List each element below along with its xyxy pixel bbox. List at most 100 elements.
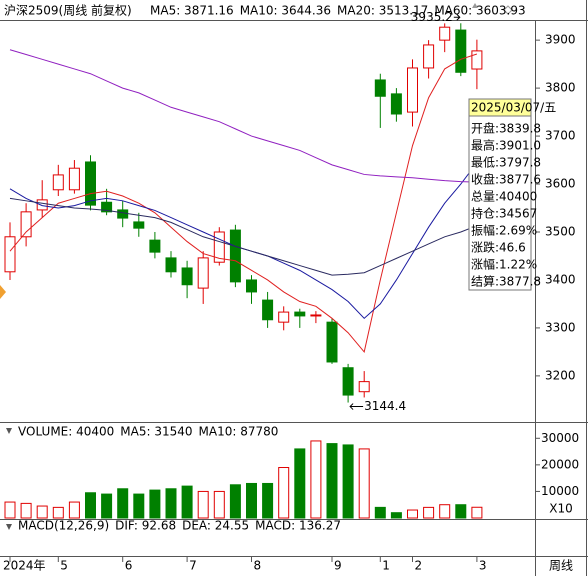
volume-bar: [471, 506, 483, 519]
info-box-row: 最低:3797.8: [471, 156, 541, 170]
volume-bar: [52, 506, 64, 519]
y-tick-label: 3700: [545, 129, 576, 143]
legend-entry: MA5: 31540: [120, 425, 192, 439]
volume-bar: [229, 484, 241, 519]
candle-body: [213, 231, 225, 263]
annotation: 3144.4: [364, 399, 406, 413]
y-tick-label: 3800: [545, 81, 576, 95]
volume-bar: [455, 504, 467, 519]
x-tick-label: 6: [125, 559, 133, 573]
candle-body: [117, 209, 129, 219]
volume-bar: [197, 490, 209, 519]
volume-bar: [36, 505, 48, 519]
legend-entry: MACD: 136.27: [255, 519, 341, 533]
x-tick-label: 2024年: [3, 559, 46, 573]
candle-body: [52, 174, 64, 191]
candle-body: [4, 236, 16, 273]
volume-bar: [133, 493, 145, 519]
info-box-row: 最高:3901.0: [471, 138, 541, 153]
y-tick-label: 20000: [541, 457, 579, 471]
legend-entry: DIF: 92.68: [115, 519, 176, 533]
volume-bar: [181, 485, 193, 519]
legend-entry: VOLUME: 40400: [18, 425, 114, 439]
candle-body: [246, 279, 257, 293]
volume-bar: [213, 490, 225, 519]
info-box-row: 涨跌:46.6: [471, 240, 526, 255]
info-box-row: 收盘:3877.6: [471, 172, 541, 187]
candle-body: [149, 239, 161, 253]
info-box-title: 2025/03/07/五: [471, 101, 556, 115]
info-box-frame: [468, 98, 532, 291]
legend-entry: MA5: 3871.16: [150, 4, 234, 18]
info-box-row: 总量:40400: [471, 190, 537, 204]
info-box-row: 涨幅:1.22%: [471, 257, 537, 272]
volume-bar: [278, 467, 290, 519]
candle-body: [278, 311, 290, 323]
candle-body: [20, 211, 32, 238]
volume-bar: [407, 509, 418, 519]
volume-bar: [262, 482, 274, 519]
volume-bar: [85, 492, 96, 519]
candle-body: [374, 79, 386, 97]
volume-bar: [4, 501, 16, 519]
candle-body: [342, 367, 354, 396]
x-tick-label: 5: [60, 559, 68, 573]
volume-bar: [117, 488, 129, 519]
candle-body: [165, 257, 177, 273]
info-box-header: [468, 98, 532, 117]
ma-line: [9, 49, 477, 183]
arrow-icon[interactable]: [472, 3, 478, 8]
y-tick-label: 3200: [545, 368, 576, 382]
candle-body: [439, 26, 451, 41]
volume-bar: [20, 502, 32, 519]
candle-body: [85, 161, 96, 206]
volume-bar: [390, 512, 402, 519]
y-tick-label: 10000: [541, 484, 579, 498]
diamond-icon[interactable]: [503, 5, 513, 15]
scale-label: X10: [549, 502, 573, 516]
y-tick-label: 3500: [545, 224, 576, 238]
candle-body: [181, 267, 193, 286]
legend-entry: MA10: 3644.36: [240, 4, 331, 18]
candle-body: [101, 201, 113, 213]
x-tick-label: 8: [254, 559, 262, 573]
candle-body: [471, 50, 483, 70]
y-tick-label: 3900: [545, 33, 576, 47]
volume-bar: [149, 489, 161, 519]
x-tick-label: 3: [479, 559, 487, 573]
candle-body: [262, 299, 274, 321]
annotation: 3935.2: [411, 10, 453, 24]
chart-title: 沪深2509(周线 前复权): [4, 3, 132, 18]
candle-body: [390, 93, 402, 115]
ma-line: [9, 53, 478, 353]
info-box-row: 结算:3877.8: [471, 274, 541, 289]
volume-bar: [439, 504, 451, 519]
volume-bar: [423, 506, 435, 519]
legend-entry: MA20: 3513.17: [337, 4, 428, 18]
volume-bar: [165, 488, 177, 519]
candle-body: [294, 311, 306, 317]
candle-body: [229, 229, 241, 283]
info-box: 2025/03/07/五 开盘:3839.8 最高:3901.0 最低:3797.8…: [468, 98, 556, 291]
side-marker: [0, 285, 6, 299]
candle-body: [407, 67, 418, 113]
candle-body: [326, 321, 338, 363]
volume-bar: [342, 444, 354, 519]
annotation-arrow: [453, 13, 461, 21]
legend-icon: [6, 524, 12, 530]
volume-bar: [374, 506, 386, 519]
info-box-row: 持仓:34567: [471, 206, 537, 221]
annotation-arrow: [349, 403, 364, 410]
candle-body: [358, 381, 370, 393]
y-tick-label: 3300: [545, 320, 576, 334]
y-tick-label: 30000: [541, 431, 579, 445]
candle-body: [68, 167, 80, 191]
y-tick-label: 3400: [545, 272, 576, 286]
volume-bar: [326, 443, 338, 519]
info-box-row: 开盘:3839.8: [471, 121, 541, 136]
volume-bar: [68, 501, 80, 519]
volume-bar: [101, 493, 113, 519]
x-tick-label: 1: [382, 559, 390, 573]
ma-line: [9, 197, 478, 276]
candle-body: [133, 221, 145, 229]
